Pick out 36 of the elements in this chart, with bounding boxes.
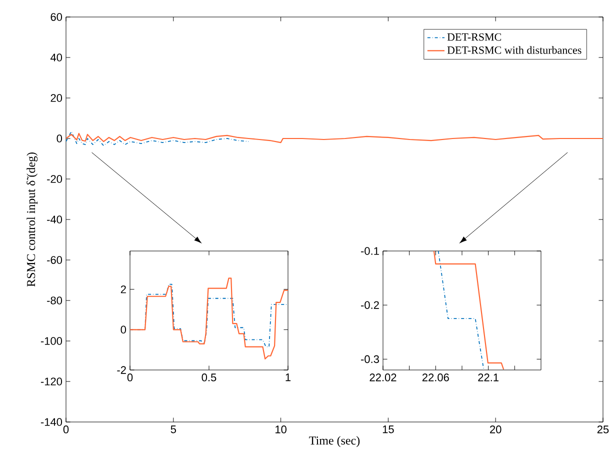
line-series [433, 250, 504, 370]
y-tick-label: -2 [117, 366, 126, 374]
y-tick-label: -140 [40, 418, 62, 426]
x-tick-label: 22.1 [478, 374, 498, 382]
y-axis-title: RSMC control input δ̃ (deg) [26, 152, 38, 287]
x-tick-label: 10 [276, 426, 286, 434]
y-tick-label: 40 [50, 54, 62, 62]
y-tick-label: -60 [47, 256, 62, 264]
x-tick-label: 1 [286, 374, 291, 382]
y-tick-label: 2 [120, 285, 126, 294]
y-tick-label: -80 [47, 296, 62, 304]
x-tick-label: 22.06 [422, 374, 449, 382]
y-tick-label: 20 [50, 94, 62, 102]
x-tick-label: 22.02 [370, 374, 396, 382]
y-tick-label: 60 [50, 13, 62, 21]
y-tick-label: -40 [47, 216, 62, 224]
y-tick-label: 0 [56, 134, 62, 142]
y-tick-label: 0 [120, 326, 126, 334]
x-axis-title: Time (sec) [309, 436, 360, 448]
legend-label: DET-RSMC with disturbances [447, 46, 582, 54]
line-series [66, 130, 250, 146]
x-tick-label: 5 [170, 426, 176, 434]
y-tick-label: -0.3 [361, 355, 379, 364]
legend-label: DET-RSMC [447, 33, 502, 41]
x-tick-label: 25 [597, 426, 609, 434]
y-tick-label: -120 [40, 378, 62, 386]
x-tick-label: 15 [382, 426, 394, 434]
x-tick-label: 0.5 [202, 374, 216, 382]
x-tick-label: 0 [63, 426, 69, 434]
y-tick-label: -0.1 [361, 247, 379, 255]
y-tick-label: -100 [40, 337, 62, 345]
x-tick-label: 20 [490, 426, 502, 434]
y-tick-label: -0.2 [361, 301, 379, 309]
line-series [130, 278, 288, 360]
y-tick-label: -20 [47, 175, 62, 183]
x-tick-label: 0 [127, 374, 133, 382]
